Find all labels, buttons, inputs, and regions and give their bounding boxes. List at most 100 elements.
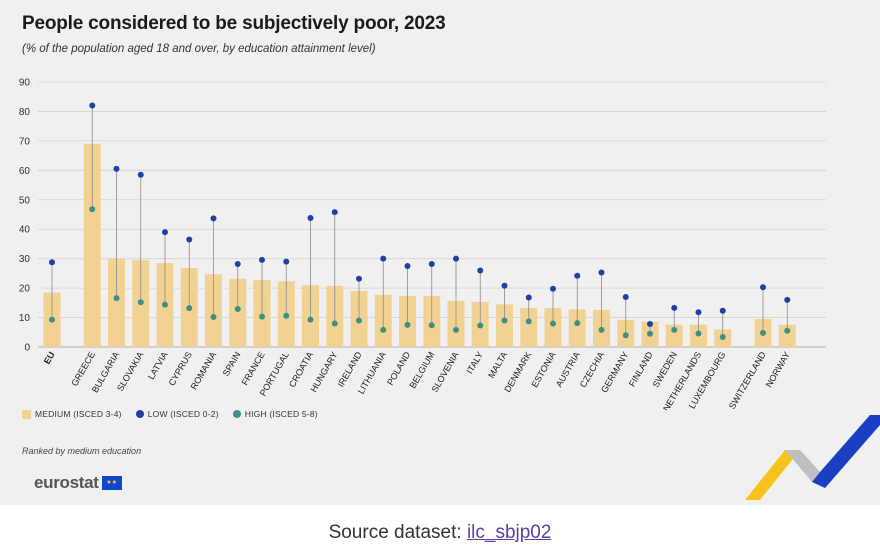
dot-low [453, 255, 459, 262]
dot-high [477, 322, 484, 329]
dot-high [760, 329, 766, 336]
dot-high [501, 317, 508, 324]
dot-low [501, 282, 508, 289]
dot-low [550, 285, 556, 292]
dot-low [234, 260, 241, 267]
x-tick-label: SWITZERLAND [727, 350, 768, 410]
dot-low [356, 275, 362, 282]
y-tick-label: 0 [24, 343, 30, 354]
legend-swatch-low [135, 410, 144, 418]
chevron-grey [785, 450, 820, 482]
chart-legend: MEDIUM (ISCED 3-4) LOW (ISCED 0-2) HIGH … [22, 409, 332, 419]
chevron-yellow [745, 450, 800, 500]
x-tick-label: CYPRUS [167, 350, 194, 387]
x-tick-label: SPAIN [221, 350, 243, 378]
chevron-blue [812, 415, 880, 488]
y-tick-label: 60 [19, 166, 31, 177]
dot-high [550, 320, 556, 327]
dot-high [647, 330, 653, 337]
logo-text: eurostat [34, 473, 99, 492]
y-tick-label: 40 [19, 225, 31, 236]
chart-subtitle: (% of the population aged 18 and over, b… [22, 43, 376, 55]
legend-item-low: LOW (ISCED 0-2) [135, 409, 219, 419]
eurostat-logo: eurostat ★★ [34, 473, 122, 493]
source-line: Source dataset: ilc_sbjp02 [0, 522, 880, 544]
y-tick-label: 10 [19, 313, 31, 324]
dot-low [113, 165, 120, 172]
legend-item-high: HIGH (ISCED 5-8) [232, 409, 318, 419]
dot-low [695, 309, 702, 316]
dot-low [186, 236, 193, 243]
dot-high [453, 326, 459, 333]
dot-high [137, 299, 144, 306]
bar-medium [544, 308, 562, 347]
legend-swatch-high [232, 410, 241, 418]
dot-low [49, 259, 55, 266]
dot-low [760, 284, 766, 291]
chart-card [0, 0, 880, 505]
bar-medium [83, 143, 101, 347]
dot-high [210, 313, 217, 320]
source-dataset-link[interactable]: ilc_sbjp02 [466, 522, 552, 543]
bar-medium [665, 324, 683, 347]
dot-high [784, 327, 791, 334]
dot-low [574, 272, 581, 279]
bar-medium [568, 309, 586, 347]
corner-chevron-decoration [745, 415, 880, 500]
legend-label-medium: MEDIUM (ISCED 3-4) [35, 409, 122, 419]
dot-low [307, 215, 314, 222]
x-tick-label: NORWAY [764, 350, 792, 389]
x-tick-label: FRANCE [240, 350, 267, 387]
dot-high [622, 332, 629, 339]
x-tick-label: POLAND [385, 350, 412, 387]
y-tick-label: 80 [19, 107, 31, 118]
legend-swatch-medium [22, 409, 31, 419]
legend-label-low: LOW (ISCED 0-2) [147, 409, 219, 419]
dot-low [525, 294, 532, 301]
x-tick-label: EU [42, 350, 57, 366]
dot-low [719, 307, 726, 314]
legend-item-medium: MEDIUM (ISCED 3-4) [22, 409, 122, 419]
dot-high [404, 321, 411, 328]
dot-low [598, 269, 605, 276]
x-tick-label: ITALY [464, 350, 485, 376]
dot-high [525, 318, 532, 325]
y-tick-label: 20 [19, 284, 31, 295]
dot-high [671, 326, 678, 333]
x-tick-label: MALTA [486, 350, 509, 380]
dot-low [477, 267, 484, 274]
dot-high [259, 313, 265, 320]
y-tick-label: 90 [19, 78, 31, 89]
dot-high [695, 330, 702, 337]
dot-low [162, 229, 168, 236]
source-prefix: Source dataset: [328, 522, 467, 543]
x-tick-label: LATVIA [146, 350, 170, 381]
dot-high [89, 206, 96, 213]
y-tick-label: 50 [19, 195, 31, 206]
dot-high [719, 333, 726, 340]
dot-high [162, 301, 168, 308]
dot-high [283, 312, 290, 319]
dot-low [622, 293, 629, 300]
dot-high [331, 320, 338, 327]
chart-title: People considered to be subjectively poo… [22, 13, 446, 34]
dot-low [784, 296, 791, 303]
dot-high [380, 326, 387, 333]
dot-low [283, 258, 290, 265]
dot-high [598, 326, 605, 333]
dot-low [259, 256, 265, 263]
dot-low [89, 102, 96, 109]
bar-medium [108, 258, 125, 347]
y-tick-label: 30 [19, 254, 31, 265]
dot-high [428, 322, 435, 329]
y-tick-label: 70 [19, 136, 31, 147]
dot-low [380, 255, 387, 262]
dot-high [234, 306, 241, 313]
dot-low [210, 215, 217, 222]
dot-low [671, 304, 678, 311]
dot-low [647, 321, 653, 328]
dot-low [428, 260, 435, 267]
dot-high [186, 305, 193, 312]
dot-low [404, 263, 411, 270]
